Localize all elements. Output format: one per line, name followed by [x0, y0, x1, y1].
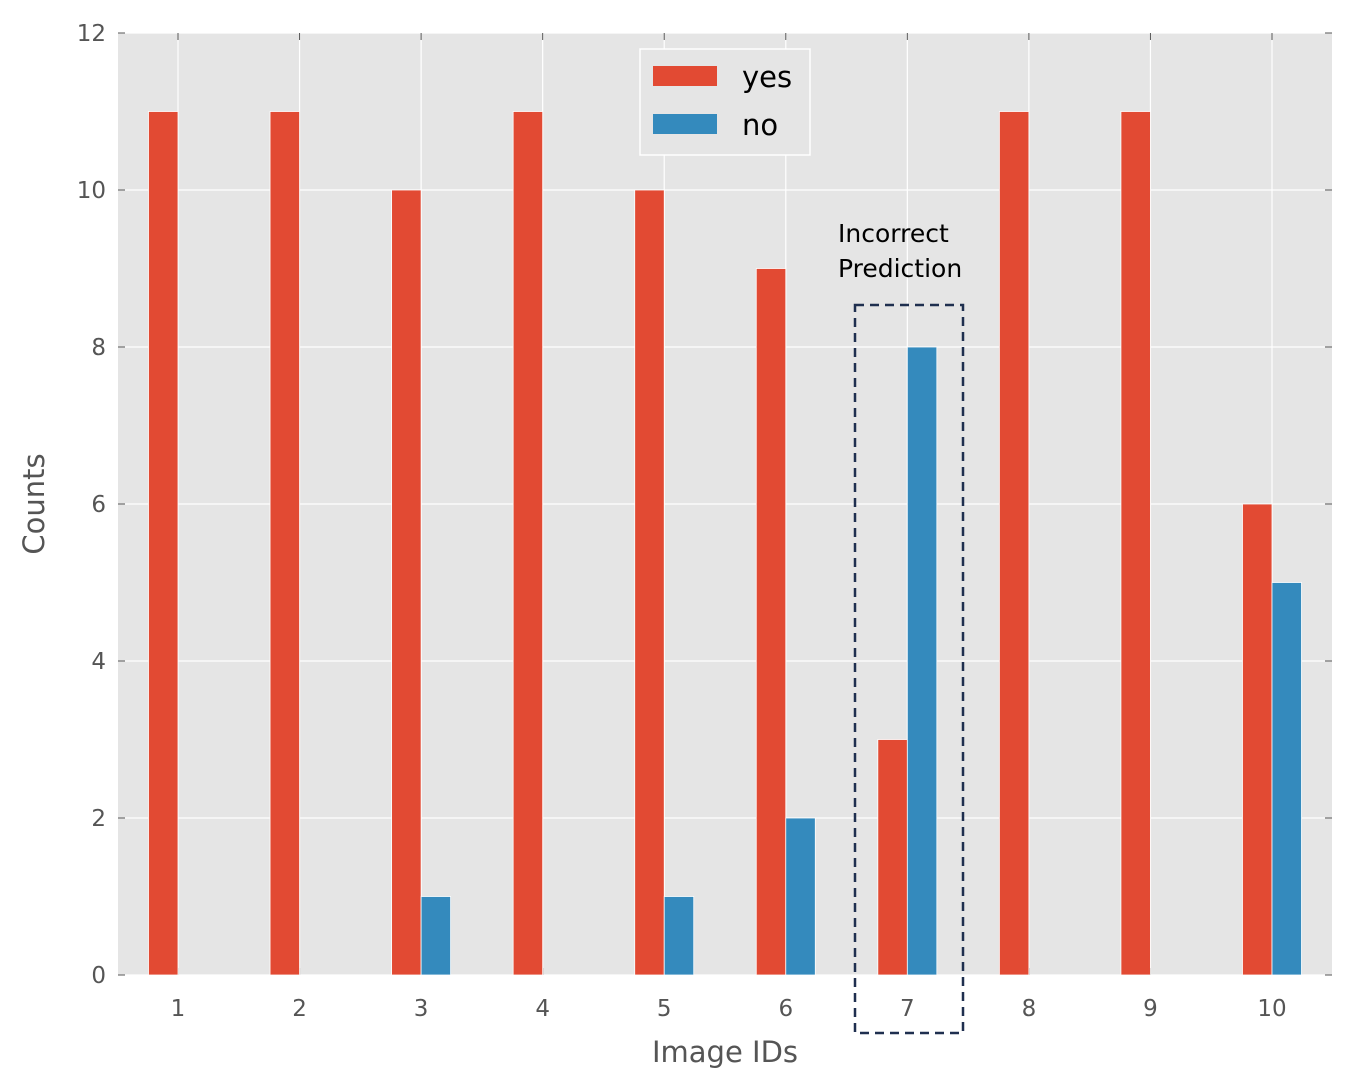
legend-label-no: no — [742, 108, 778, 142]
bar-no-3 — [420, 896, 452, 976]
x-tick-label: 4 — [535, 996, 550, 1022]
legend-swatch-yes — [653, 66, 717, 86]
legend-swatch-no — [653, 114, 717, 134]
bar-yes-9 — [1120, 111, 1151, 976]
x-tick-label: 1 — [171, 996, 186, 1022]
x-tick-label: 5 — [657, 996, 672, 1022]
y-axis-label: Counts — [17, 453, 51, 554]
legend: yes no — [639, 48, 811, 156]
x-tick-label: 8 — [1022, 996, 1037, 1022]
bar-yes-10 — [1242, 503, 1273, 976]
x-tick-label: 10 — [1257, 996, 1286, 1022]
annotation-line-1: Incorrect — [838, 219, 949, 248]
bar-no-7 — [906, 346, 938, 976]
annotation-dashed-box — [853, 303, 965, 1035]
bar-no-10 — [1271, 582, 1302, 976]
bar-yes-3 — [391, 189, 422, 976]
legend-label-yes: yes — [742, 60, 792, 94]
x-tick-label: 6 — [778, 996, 793, 1022]
bar-yes-1 — [148, 111, 179, 976]
y-tick-label: 8 — [91, 335, 106, 361]
y-tick-label: 2 — [91, 806, 106, 832]
bar-yes-5 — [634, 189, 665, 976]
x-tick-label: 7 — [900, 996, 915, 1022]
incorrect-prediction-annotation: Incorrect Prediction — [838, 219, 965, 1035]
y-tick-label: 12 — [77, 21, 106, 47]
bar-yes-6 — [755, 268, 787, 976]
x-tick-label: 3 — [414, 996, 429, 1022]
bar-no-6 — [785, 817, 816, 976]
x-tick-label: 9 — [1143, 996, 1158, 1022]
annotation-line-2: Prediction — [838, 254, 962, 283]
y-tick-label: 0 — [91, 963, 106, 989]
bar-yes-2 — [269, 111, 300, 976]
x-tick-label: 2 — [292, 996, 307, 1022]
y-tick-label: 4 — [91, 649, 106, 675]
bar-yes-7 — [877, 739, 908, 976]
bar-no-5 — [663, 896, 695, 976]
bar-yes-8 — [998, 111, 1030, 976]
bars — [148, 111, 1302, 976]
y-tick-label: 6 — [91, 492, 106, 518]
y-tick-label: 10 — [77, 178, 106, 204]
bar-yes-4 — [512, 111, 544, 976]
x-axis-label: Image IDs — [652, 1035, 798, 1069]
